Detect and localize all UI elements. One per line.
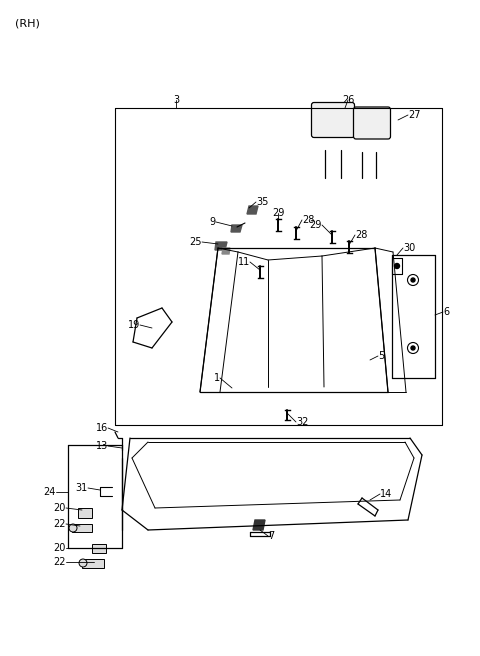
Text: 14: 14 <box>380 489 392 499</box>
Polygon shape <box>222 248 230 254</box>
Polygon shape <box>215 242 227 250</box>
Text: 5: 5 <box>378 351 384 361</box>
Polygon shape <box>231 225 242 232</box>
FancyBboxPatch shape <box>312 102 355 138</box>
Text: 1: 1 <box>214 373 220 383</box>
Text: 35: 35 <box>256 197 268 207</box>
FancyBboxPatch shape <box>92 544 106 553</box>
FancyBboxPatch shape <box>78 508 92 518</box>
Text: 27: 27 <box>408 110 420 120</box>
Text: 24: 24 <box>44 487 56 497</box>
Text: 22: 22 <box>53 557 66 567</box>
Text: 19: 19 <box>128 320 140 330</box>
Circle shape <box>411 278 415 282</box>
Circle shape <box>395 264 399 268</box>
Text: 9: 9 <box>210 217 216 227</box>
Text: 11: 11 <box>238 257 250 267</box>
Text: 29: 29 <box>272 208 284 218</box>
Circle shape <box>411 346 415 350</box>
Text: 32: 32 <box>296 417 308 427</box>
Text: 28: 28 <box>355 230 367 240</box>
Text: 20: 20 <box>54 543 66 553</box>
Text: 13: 13 <box>96 441 108 451</box>
Polygon shape <box>253 520 265 530</box>
Text: 31: 31 <box>76 483 88 493</box>
Text: (RH): (RH) <box>15 18 40 28</box>
Circle shape <box>79 559 87 567</box>
Text: 26: 26 <box>342 95 354 105</box>
Text: 22: 22 <box>53 519 66 529</box>
Polygon shape <box>247 206 258 214</box>
Text: 7: 7 <box>268 531 274 541</box>
FancyBboxPatch shape <box>353 107 391 139</box>
Text: 20: 20 <box>54 503 66 513</box>
Text: 16: 16 <box>96 423 108 433</box>
Text: 3: 3 <box>173 95 179 105</box>
Text: 6: 6 <box>443 307 449 317</box>
Text: 25: 25 <box>190 237 202 247</box>
Text: 29: 29 <box>310 220 322 230</box>
FancyBboxPatch shape <box>82 559 104 568</box>
Text: 28: 28 <box>302 215 314 225</box>
Circle shape <box>69 524 77 532</box>
Text: 30: 30 <box>403 243 415 253</box>
FancyBboxPatch shape <box>72 524 92 532</box>
